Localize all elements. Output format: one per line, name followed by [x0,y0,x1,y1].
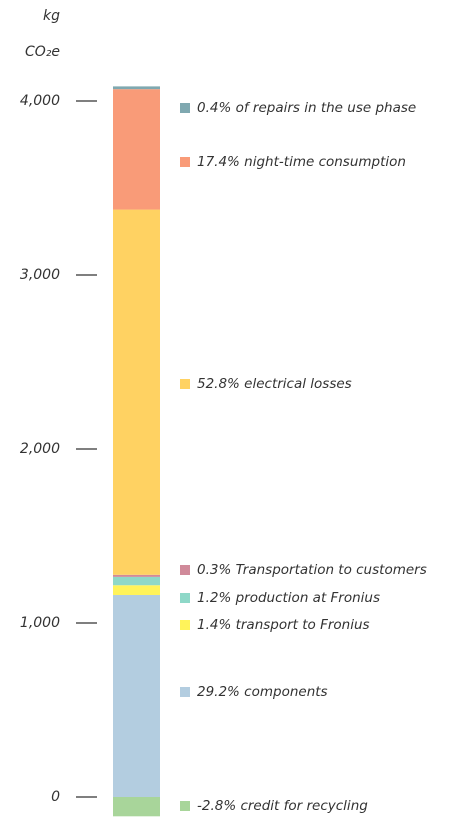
legend-label: 0.3% Transportation to customers [197,562,427,578]
legend-swatch [180,801,190,811]
legend-label: 29.2% components [197,684,328,700]
bar-segment [113,594,160,797]
legend-label: -2.8% credit for recycling [197,798,368,814]
legend-swatch [180,687,190,697]
bar-segment [113,585,160,595]
legend-swatch [180,103,190,113]
y-tick-label: 0 [51,789,60,805]
bar-segment [113,797,160,817]
legend-label: 0.4% of repairs in the use phase [197,100,416,116]
legend-swatch [180,157,190,167]
legend-label: 1.2% production at Fronius [197,590,380,606]
y-tick-label: 1,000 [20,615,60,631]
legend-label: 52.8% electrical losses [197,376,352,392]
y-tick-label: 2,000 [20,441,60,457]
legend-swatch [180,565,190,575]
legend-swatch [180,593,190,603]
bar-segment [113,574,160,577]
legend-label: 17.4% night-time consumption [197,154,406,170]
bar-segment [113,86,160,90]
bar-segment [113,89,160,210]
y-axis-unit: kg [43,8,60,24]
legend-swatch [180,620,190,630]
y-tick-label: 4,000 [20,93,60,109]
legend-label: 1.4% transport to Fronius [197,617,370,633]
bar-segment [113,209,160,575]
bar-segment [113,576,160,586]
legend-swatch [180,379,190,389]
y-tick-label: 3,000 [20,267,60,283]
y-axis-unit: CO₂e [25,44,60,60]
